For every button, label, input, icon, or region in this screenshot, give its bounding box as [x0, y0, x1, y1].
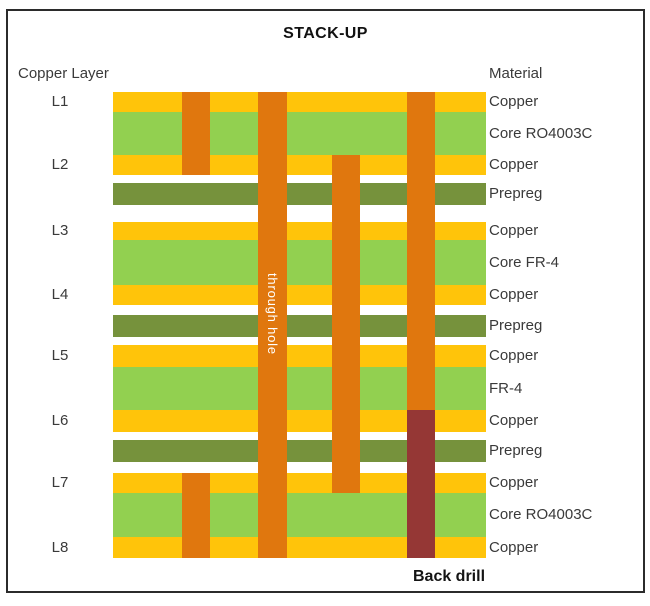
material-label: Copper	[489, 412, 539, 429]
material-label: Copper	[489, 93, 539, 110]
buried-via-l2-l7	[332, 155, 360, 493]
material-label: FR-4	[489, 379, 523, 397]
copper-layer-label: L5	[51, 347, 69, 364]
copper-layer-header: Copper Layer	[18, 65, 109, 82]
material-label: Copper	[489, 538, 539, 556]
layer-band-prepreg-8	[113, 315, 486, 337]
material-label: Core FR-4	[489, 253, 560, 271]
layer-band-prepreg-12	[113, 440, 486, 462]
layer-band-copper-5	[113, 222, 486, 240]
layer-band-copper-11	[113, 410, 486, 432]
copper-layer-label: L2	[51, 156, 69, 173]
layer-band-copper-7	[113, 285, 486, 305]
material-label: Copper	[489, 347, 539, 364]
copper-layer-label: L6	[51, 412, 69, 429]
copper-layer-label: L3	[51, 222, 69, 239]
material-label: Core RO4003C	[489, 506, 593, 523]
through-hole-via: through hole	[258, 92, 287, 558]
layer-band-prepreg-4	[113, 183, 486, 205]
material-header: Material	[489, 65, 543, 82]
material-label: Core RO4003C	[489, 124, 593, 142]
blind-via-l1-l2	[182, 92, 210, 175]
diagram-frame	[6, 9, 645, 593]
material-label: Copper	[489, 222, 539, 239]
copper-layer-label: L8	[51, 538, 69, 556]
back-drill-label: Back drill	[412, 568, 486, 585]
through-hole-label: through hole	[265, 273, 280, 355]
layer-band-copper-9	[113, 345, 486, 367]
copper-layer-label: L1	[51, 93, 69, 110]
backdrill-via-plated	[407, 92, 435, 410]
copper-layer-label: L7	[51, 474, 69, 491]
material-label: Prepreg	[489, 317, 543, 334]
material-label: Prepreg	[489, 185, 543, 202]
material-label: Copper	[489, 286, 539, 303]
material-label: Copper	[489, 474, 539, 491]
copper-layer-label: L4	[51, 286, 69, 303]
material-label: Prepreg	[489, 442, 543, 459]
diagram-title: STACK-UP	[283, 25, 368, 42]
material-label: Copper	[489, 156, 539, 173]
backdrill-via-drilled	[407, 410, 435, 558]
blind-via-l7-l8	[182, 473, 210, 558]
